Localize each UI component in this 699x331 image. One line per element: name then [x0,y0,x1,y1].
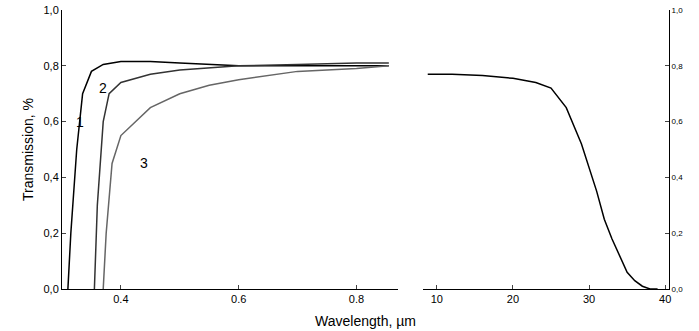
svg-text:0.8: 0.8 [349,293,364,305]
svg-text:20: 20 [507,293,519,305]
svg-text:0,4: 0,4 [672,173,684,182]
svg-text:1,0: 1,0 [44,4,59,16]
svg-text:30: 30 [583,293,595,305]
svg-text:0.6: 0.6 [231,293,246,305]
svg-text:1,0: 1,0 [672,6,684,15]
svg-text:10: 10 [431,293,443,305]
svg-text:0,2: 0,2 [44,227,59,239]
svg-text:0,2: 0,2 [672,229,684,238]
svg-text:0,0: 0,0 [44,283,59,295]
svg-text:0,4: 0,4 [44,171,59,183]
svg-text:2: 2 [99,80,107,96]
svg-text:0,0: 0,0 [672,285,684,294]
svg-text:Wavelength, µm: Wavelength, µm [315,313,416,329]
svg-text:40: 40 [659,293,671,305]
svg-text:3: 3 [140,155,148,171]
svg-text:0,8: 0,8 [672,62,684,71]
svg-text:0,6: 0,6 [44,115,59,127]
svg-text:0.4: 0.4 [113,293,128,305]
svg-text:0,6: 0,6 [672,117,684,126]
svg-text:0,8: 0,8 [44,60,59,72]
svg-text:1: 1 [76,114,84,130]
svg-text:Transmission, %: Transmission, % [20,98,36,201]
